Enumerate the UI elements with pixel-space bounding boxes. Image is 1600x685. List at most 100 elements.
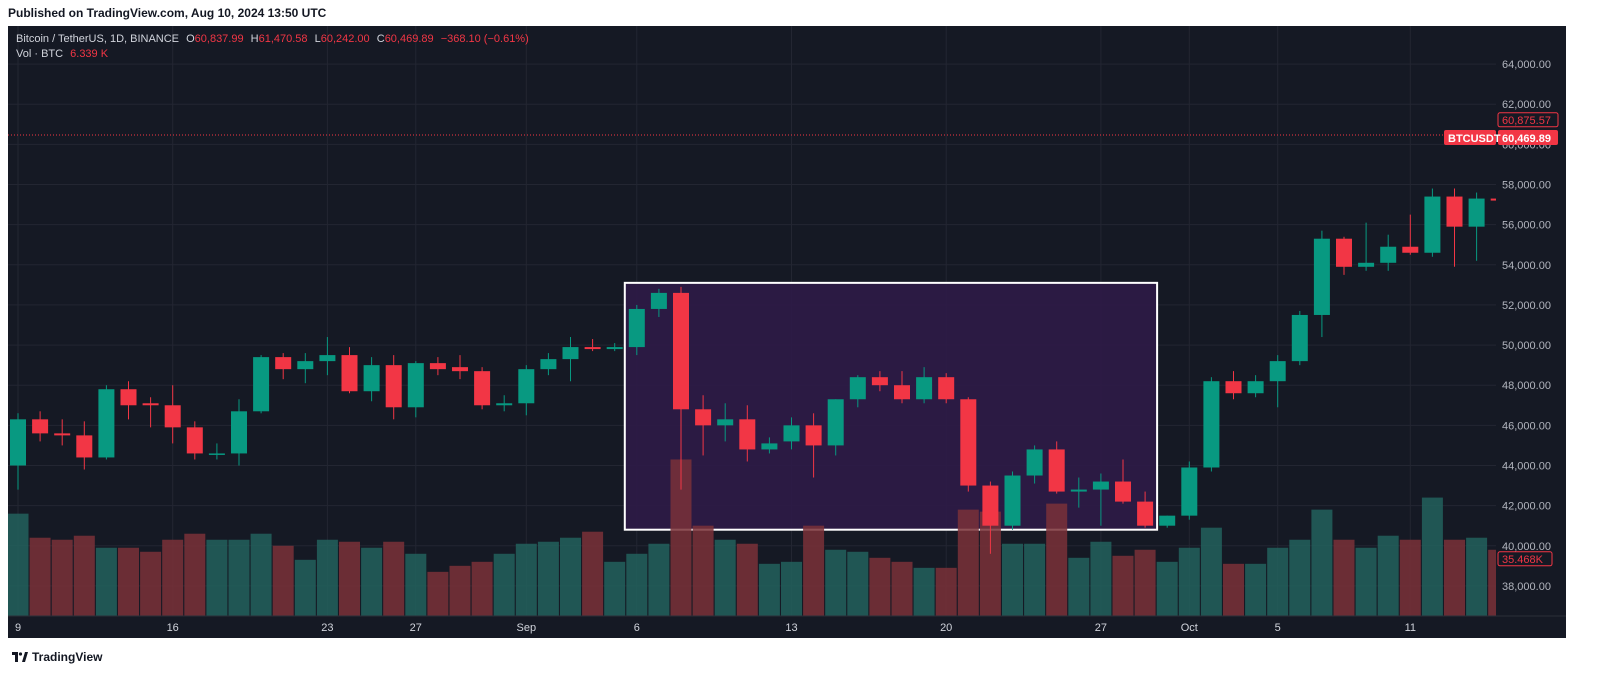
candle-body[interactable] [1424, 196, 1441, 253]
price-tick-label: 46,000.00 [1502, 420, 1551, 432]
candle-body[interactable] [1225, 381, 1242, 394]
volume-bar [162, 539, 184, 616]
volume-bar [1355, 547, 1377, 616]
candle-body[interactable] [407, 363, 424, 408]
symbol-tag-bg [1444, 129, 1496, 145]
chart-area[interactable]: 38,000.00 40,000.00 42,000.00 44,000.00 46,0… [8, 26, 1566, 638]
candle-body[interactable] [10, 419, 26, 466]
footer: TradingView [0, 638, 1600, 685]
prev-close-label: 60,875.57 [1502, 115, 1551, 127]
candle-body[interactable] [606, 347, 623, 350]
price-tick-label: 64,000.00 [1502, 59, 1551, 71]
candle-body[interactable] [1026, 449, 1043, 476]
volume-bar [51, 539, 73, 616]
time-axis[interactable] [8, 616, 1566, 638]
price-axis[interactable] [1496, 26, 1566, 638]
candle-body[interactable] [849, 377, 866, 400]
legend-close-value: 60,469.89 [384, 33, 434, 45]
volume-bar [891, 561, 913, 616]
time-tick-label: 13 [785, 622, 797, 634]
candle-body[interactable] [894, 385, 910, 400]
candle-body[interactable] [76, 435, 93, 458]
candle-body[interactable] [142, 403, 159, 406]
volume-bar [427, 571, 449, 616]
candle-body[interactable] [827, 399, 844, 446]
candle-body[interactable] [1291, 314, 1308, 362]
volume-bar [1267, 547, 1289, 616]
candle-body[interactable] [1446, 196, 1463, 227]
candle-body[interactable] [1402, 246, 1419, 253]
candle-body[interactable] [540, 359, 557, 370]
time-tick-label: 9 [15, 622, 21, 634]
candle-body[interactable] [717, 419, 734, 426]
candle-body[interactable] [916, 377, 933, 400]
candle-body[interactable] [761, 443, 778, 450]
candle-body[interactable] [1203, 381, 1220, 468]
price-tick-label: 38,000.00 [1502, 581, 1551, 593]
candle-body[interactable] [938, 377, 955, 400]
candle-body[interactable] [275, 357, 292, 370]
candle-body[interactable] [1358, 262, 1375, 267]
candle-body[interactable] [1004, 475, 1021, 526]
candle-body[interactable] [54, 433, 71, 436]
candle-body[interactable] [960, 399, 977, 486]
candle-body[interactable] [319, 355, 336, 362]
candle-body[interactable] [32, 419, 49, 434]
candle-body[interactable] [496, 403, 513, 406]
candle-body[interactable] [98, 389, 115, 458]
candle-body[interactable] [871, 377, 888, 386]
candle-body[interactable] [562, 347, 579, 360]
candle-body[interactable] [1048, 449, 1065, 492]
candle-body[interactable] [805, 425, 822, 446]
candle-body[interactable] [120, 389, 137, 406]
candle-body[interactable] [584, 347, 601, 350]
legend-open-label: O [186, 33, 195, 45]
volume-bar [582, 531, 604, 616]
candle-body[interactable] [1336, 238, 1352, 267]
volume-bar [405, 553, 427, 616]
candle-body[interactable] [739, 419, 756, 450]
candle-body[interactable] [1269, 361, 1286, 382]
candle-body[interactable] [1092, 481, 1109, 490]
candle-body[interactable] [695, 409, 712, 426]
time-tick-label: 27 [410, 622, 422, 634]
candle-body[interactable] [208, 453, 225, 455]
legend-symbol[interactable]: Bitcoin / TetherUS, 1D, BINANCE [16, 33, 180, 45]
candle-body[interactable] [1468, 198, 1485, 227]
tradingview-logo[interactable]: TradingView [12, 650, 102, 664]
candle-body[interactable] [452, 367, 468, 372]
candle-body[interactable] [1181, 467, 1198, 516]
volume-bar [1289, 539, 1311, 616]
candle-body[interactable] [1070, 489, 1087, 492]
candle-body[interactable] [1159, 515, 1176, 526]
candle-body[interactable] [363, 365, 380, 392]
candle-body[interactable] [1137, 501, 1154, 526]
prev-close-tag-bg [1497, 112, 1559, 128]
candle-body[interactable] [1115, 481, 1131, 502]
chart-legend: Bitcoin / TetherUS, 1D, BINANCE O60,837.… [16, 32, 529, 62]
candle-body[interactable] [253, 357, 270, 412]
candle-body[interactable] [429, 363, 446, 370]
candle-body[interactable] [341, 355, 358, 392]
last-price-label: 60,469.89 [1502, 133, 1551, 145]
candle-body[interactable] [1380, 246, 1397, 263]
candle-body[interactable] [518, 369, 535, 404]
candle-body[interactable] [982, 485, 999, 526]
candle-body[interactable] [1313, 238, 1330, 315]
candle-body[interactable] [231, 411, 247, 454]
candle-body[interactable] [628, 308, 645, 348]
tradingview-brand: TradingView [32, 650, 103, 664]
candle-body[interactable] [673, 292, 689, 410]
candle-body[interactable] [474, 371, 491, 406]
candle-body[interactable] [650, 292, 667, 309]
candle-body[interactable] [164, 405, 181, 428]
candle-body[interactable] [385, 365, 402, 408]
candle-body[interactable] [1247, 381, 1264, 394]
candlestick-chart[interactable]: 38,000.00 40,000.00 42,000.00 44,000.00 46,0… [8, 26, 1566, 638]
candle-body[interactable] [297, 361, 314, 370]
highlight-box[interactable] [623, 281, 1159, 531]
legend-volume-label[interactable]: Vol · BTC [16, 48, 64, 60]
candle-body[interactable] [186, 427, 203, 454]
candle-body[interactable] [783, 425, 800, 442]
volume-bar [1444, 539, 1465, 616]
